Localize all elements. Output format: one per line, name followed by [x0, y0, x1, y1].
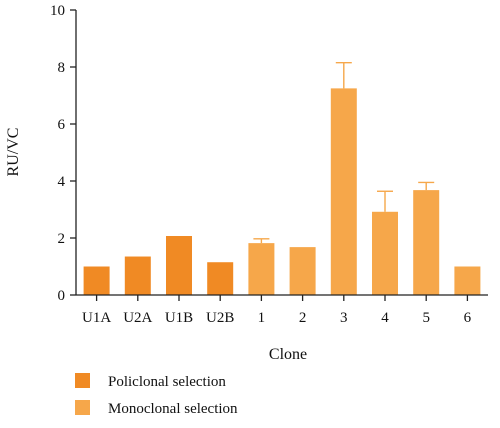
x-tick-label: U2B: [206, 310, 234, 326]
x-tick-label: U1A: [82, 310, 111, 326]
bar: [289, 247, 316, 295]
bars: [83, 62, 481, 295]
legend-swatch: [75, 400, 90, 415]
x-tick-label: U1B: [165, 310, 193, 326]
y-axis-title: RU/VC: [5, 128, 22, 177]
legend: Policlonal selection Monoclonal selection: [75, 373, 238, 417]
bar: [83, 266, 110, 295]
bar: [166, 236, 192, 295]
bar: [413, 190, 440, 295]
y-axis: 0 2 4 6 8 10: [50, 3, 77, 304]
y-tick-label: 10: [50, 3, 65, 19]
bar: [454, 266, 481, 295]
x-tick-label: 5: [422, 310, 430, 326]
x-tick-label: 1: [258, 310, 266, 326]
bar: [248, 243, 275, 295]
legend-label: Policlonal selection: [108, 374, 226, 390]
x-tick-label: 6: [464, 310, 472, 326]
bar: [124, 256, 151, 295]
y-tick-label: 8: [58, 60, 66, 76]
y-tick-label: 4: [58, 174, 66, 190]
x-tick-label: U2A: [123, 310, 152, 326]
y-tick-label: 2: [58, 231, 66, 247]
legend-label: Monoclonal selection: [108, 401, 238, 417]
legend-swatch: [75, 373, 90, 388]
bar: [330, 88, 357, 295]
x-tick-label: 2: [299, 310, 307, 326]
bar: [372, 211, 398, 295]
y-tick-label: 0: [58, 288, 66, 304]
x-tick-label: 3: [340, 310, 348, 326]
x-axis: U1A U2A U1B U2B 1 2 3 4 5 6: [76, 294, 488, 326]
bar: [207, 262, 234, 295]
x-axis-title: Clone: [269, 346, 307, 363]
y-tick-label: 6: [58, 117, 66, 133]
x-tick-label: 4: [381, 310, 389, 326]
